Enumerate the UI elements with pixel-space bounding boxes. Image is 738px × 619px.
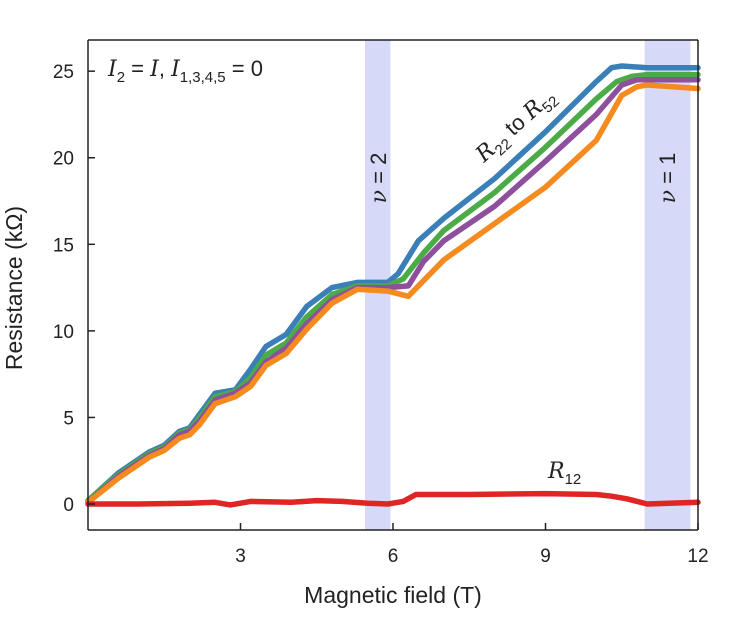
- r12-label: R12: [547, 459, 581, 488]
- y-tick-label-0: 0: [63, 495, 74, 516]
- series-line-5: [85, 490, 701, 508]
- condition-label-part-2: =: [125, 56, 150, 81]
- x-tick-label-12: 12: [687, 546, 708, 567]
- band-label-symbol-1: ν: [367, 190, 392, 203]
- r12-label-part-1: 12: [565, 471, 582, 488]
- condition-label-part-4: ,: [159, 56, 171, 81]
- series-layer: [85, 63, 701, 508]
- condition-label-part-0: I: [107, 57, 118, 82]
- series-line-3: [85, 77, 701, 506]
- ticks: 3 6 9 12 0 5 10 15 20 25: [53, 62, 709, 567]
- annotations: Magnetic field (T)Resistance (kΩ)I2 = I,…: [1, 56, 681, 608]
- y-axis-title: Resistance (kΩ): [1, 206, 27, 370]
- band-2: [644, 40, 691, 530]
- x-axis-title: Magnetic field (T): [304, 582, 482, 608]
- condition-label-part-1: 2: [117, 69, 125, 86]
- x-tick-label-6: 6: [388, 546, 399, 567]
- band-label-symbol-2: ν: [656, 190, 681, 203]
- condition-label-part-6: 1,3,4,5: [180, 69, 226, 86]
- y-tick-label-20: 20: [53, 149, 74, 170]
- band-label-value-1: = 2: [366, 153, 391, 190]
- y-tick-label-15: 15: [53, 235, 74, 256]
- condition-label-part-7: = 0: [226, 56, 263, 81]
- y-tick-label-25: 25: [53, 62, 74, 83]
- y-tick-label-5: 5: [63, 408, 74, 429]
- series-line-4: [85, 82, 701, 506]
- axes: [87, 39, 699, 531]
- x-tick-label-9: 9: [540, 546, 551, 567]
- condition-label: I2 = I, I1,3,4,5 = 0: [107, 56, 263, 86]
- band-label-1: ν = 2: [366, 153, 392, 204]
- x-tick-label-3: 3: [235, 546, 246, 567]
- band-label-2: ν = 1: [655, 153, 681, 204]
- condition-label-part-3: I: [149, 57, 160, 82]
- r12-label-part-0: R: [547, 459, 565, 484]
- band-label-value-2: = 1: [655, 153, 680, 190]
- condition-label-part-5: I: [170, 57, 181, 82]
- y-tick-label-10: 10: [53, 322, 74, 343]
